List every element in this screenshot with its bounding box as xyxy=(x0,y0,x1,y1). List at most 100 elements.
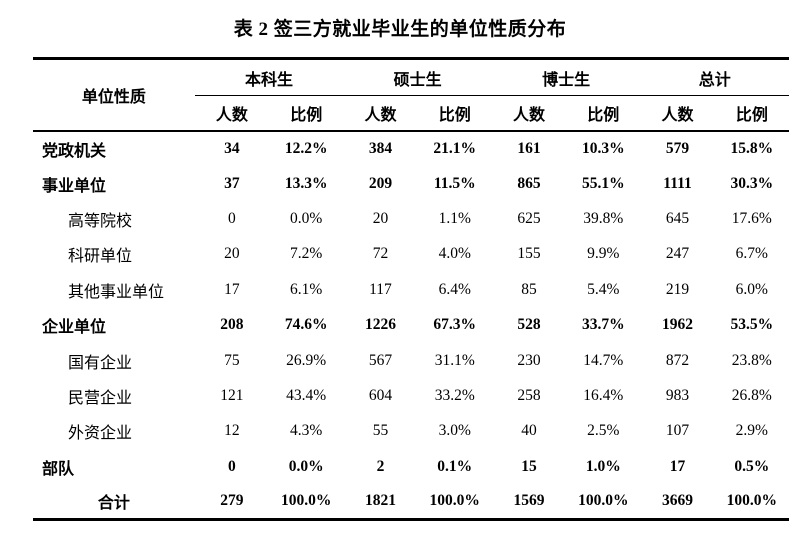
table-row: 外资企业 12 4.3% 55 3.0% 40 2.5% 107 2.9% xyxy=(33,414,789,449)
table-cell: 74.6% xyxy=(284,316,328,334)
table-cell: 12 xyxy=(224,422,240,440)
table-row: 事业单位 37 13.3% 209 11.5% 865 55.1% 1111 30.3% xyxy=(33,166,789,201)
row-label: 国有企业 xyxy=(68,354,133,372)
table-row: 合计 279 100.0% 1821 100.0% 1569 100.0% 3669 100.0… xyxy=(33,484,789,519)
table-cell: 645 xyxy=(665,209,690,227)
table-cell: 37 xyxy=(224,174,240,192)
col-subheader-ratio: 比例 xyxy=(566,95,641,132)
table-cell: 75 xyxy=(224,351,240,369)
table-cell: 55.1% xyxy=(581,174,625,192)
col-subheader-ratio: 比例 xyxy=(417,95,492,132)
table-cell: 2 xyxy=(376,457,385,475)
row-label: 民营企业 xyxy=(68,389,133,407)
table-cell: 872 xyxy=(665,351,690,369)
row-label: 党政机关 xyxy=(42,142,107,160)
col-subheader-count: 人数 xyxy=(194,95,270,132)
table-cell: 1962 xyxy=(662,316,694,334)
table-cell: 4.0% xyxy=(438,245,471,263)
table-cell: 15 xyxy=(521,457,537,475)
table-cell: 100.0% xyxy=(281,492,332,510)
table-cell: 117 xyxy=(369,280,392,298)
table-cell: 100.0% xyxy=(578,492,629,510)
table-cell: 17 xyxy=(669,457,686,475)
table-cell: 33.2% xyxy=(434,386,475,404)
table-caption: 表 2 签三方就业毕业生的单位性质分布 xyxy=(233,19,567,40)
table-cell: 17 xyxy=(224,280,240,298)
table-cell: 33.7% xyxy=(581,316,625,334)
table-cell: 0 xyxy=(228,209,236,227)
table-row: 其他事业单位 17 6.1% 117 6.4% 85 5.4% 219 6.0% xyxy=(33,272,789,307)
col-group-header: 硕士生 xyxy=(343,58,492,96)
table-cell: 2.5% xyxy=(587,422,620,440)
table-cell: 26.9% xyxy=(286,351,327,369)
table-cell: 30.3% xyxy=(730,174,774,192)
table-cell: 209 xyxy=(368,174,393,192)
table-cell: 5.4% xyxy=(587,280,620,298)
row-label: 科研单位 xyxy=(68,248,133,266)
table-cell: 15.8% xyxy=(730,139,774,157)
table-cell: 219 xyxy=(665,280,690,298)
header-group-row: 单位性质 本科生 硕士生 博士生 总计 xyxy=(33,58,789,132)
table-body: 党政机关 34 12.2% 384 21.1% 161 10.3% 579 15.8% 事业单位 3… xyxy=(33,131,789,520)
table-cell: 17.6% xyxy=(731,209,772,227)
table-cell: 1.1% xyxy=(438,209,471,227)
table-cell: 20 xyxy=(372,209,389,227)
table-cell: 53.5% xyxy=(730,316,774,334)
table-cell: 4.3% xyxy=(290,422,323,440)
table-cell: 604 xyxy=(368,386,393,404)
table-cell: 40 xyxy=(521,422,537,440)
row-label: 高等院校 xyxy=(68,212,133,230)
table-cell: 625 xyxy=(517,209,541,227)
table-cell: 6.0% xyxy=(735,280,768,298)
table-cell: 384 xyxy=(368,139,393,157)
col-subheader-count: 人数 xyxy=(640,95,715,132)
table-cell: 39.8% xyxy=(583,209,624,227)
table-row: 党政机关 34 12.2% 384 21.1% 161 10.3% 579 15.8% xyxy=(33,131,789,166)
col-subheader-count: 人数 xyxy=(491,95,567,132)
table-cell: 1821 xyxy=(364,492,396,510)
col-group-header: 博士生 xyxy=(491,58,641,96)
table-cell: 85 xyxy=(521,280,537,298)
table-cell: 1569 xyxy=(513,492,545,510)
table-cell: 3.0% xyxy=(438,422,471,440)
table-cell: 579 xyxy=(665,139,690,157)
table-cell: 2.9% xyxy=(735,422,768,440)
table-cell: 20 xyxy=(224,245,240,263)
table-cell: 247 xyxy=(665,245,690,263)
table-cell: 14.7% xyxy=(583,351,624,369)
table-cell: 10.3% xyxy=(581,139,625,157)
table-row: 民营企业 121 43.4% 604 33.2% 258 16.4% 983 26.8% xyxy=(33,378,789,413)
row-label: 外资企业 xyxy=(68,425,133,443)
table-cell: 11.5% xyxy=(433,174,476,192)
table-cell: 0 xyxy=(228,457,236,475)
table-cell: 72 xyxy=(372,245,389,263)
table-cell: 55 xyxy=(372,422,389,440)
table-cell: 67.3% xyxy=(433,316,477,334)
table-cell: 9.9% xyxy=(587,245,620,263)
row-label: 合计 xyxy=(97,495,130,513)
table-cell: 155 xyxy=(517,245,541,263)
col-subheader-count: 人数 xyxy=(343,95,418,132)
table-cell: 279 xyxy=(220,492,244,510)
col-group-header: 总计 xyxy=(640,58,789,96)
row-label: 事业单位 xyxy=(42,177,107,195)
table-cell: 31.1% xyxy=(434,351,475,369)
table-cell: 26.8% xyxy=(731,386,772,404)
table-row: 部队 0 0.0% 2 0.1% 15 1.0% 17 0.5% xyxy=(33,449,789,484)
table-cell: 16.4% xyxy=(583,386,624,404)
table-cell: 12.2% xyxy=(284,139,328,157)
table-cell: 121 xyxy=(220,386,244,404)
table-cell: 13.3% xyxy=(284,174,328,192)
table-cell: 865 xyxy=(517,174,541,192)
document-page: 表 2 签三方就业毕业生的单位性质分布 单位性质 本科生 硕士生 博士生 总计 人数比… xyxy=(0,14,800,522)
col-group-header: 本科生 xyxy=(194,58,344,96)
table-cell: 43.4% xyxy=(286,386,327,404)
table-cell: 0.0% xyxy=(290,209,323,227)
table-cell: 21.1% xyxy=(433,139,477,157)
table-cell: 23.8% xyxy=(731,351,772,369)
table-cell: 6.7% xyxy=(735,245,768,263)
table-cell: 107 xyxy=(665,422,690,440)
table-cell: 258 xyxy=(517,386,541,404)
table-cell: 161 xyxy=(517,139,541,157)
table-cell: 6.1% xyxy=(290,280,323,298)
